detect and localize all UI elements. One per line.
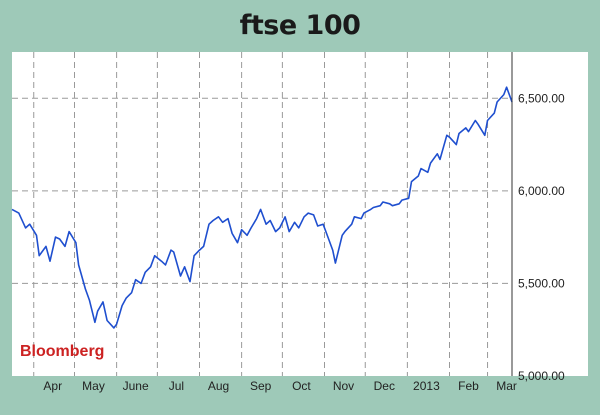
- x-tick-label: Mar: [496, 379, 517, 393]
- axis-ticks: Apr May June Jul Aug Sep Oct Nov Dec 2013 Feb Mar5,…: [43, 91, 565, 393]
- x-tick-label: Dec: [374, 379, 395, 393]
- y-tick-label: 5,000.00: [518, 369, 565, 383]
- x-tick-label: Apr: [43, 379, 62, 393]
- y-tick-label: 6,500.00: [518, 91, 565, 105]
- x-tick-label: Jul: [169, 379, 184, 393]
- y-tick-label: 5,500.00: [518, 276, 565, 290]
- grid: [12, 52, 512, 376]
- chart-title: ftse 100: [239, 10, 361, 41]
- x-tick-label: Aug: [208, 379, 229, 393]
- x-tick-label: Sep: [250, 379, 272, 393]
- x-tick-label: Oct: [292, 379, 311, 393]
- axis-panel: [512, 52, 588, 376]
- x-tick-label: May: [82, 379, 105, 393]
- y-tick-label: 6,000.00: [518, 184, 565, 198]
- x-tick-label: Nov: [333, 379, 354, 393]
- x-tick-label: 2013: [413, 379, 440, 393]
- x-tick-label: June: [123, 379, 149, 393]
- source-label: Bloomberg: [20, 343, 104, 360]
- x-tick-label: Feb: [458, 379, 479, 393]
- ftse-line-series: [11, 86, 513, 329]
